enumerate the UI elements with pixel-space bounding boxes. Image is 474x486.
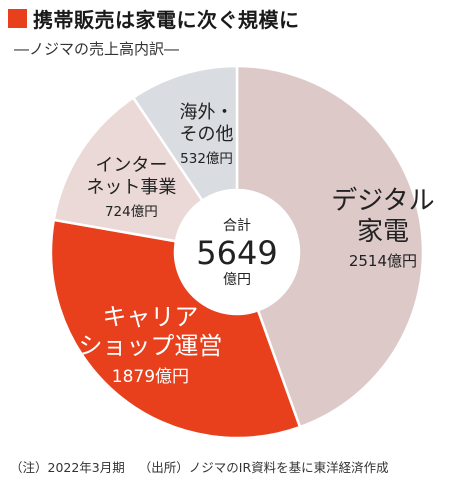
- slice-value-label: 724億円: [105, 204, 158, 220]
- slice-value-label: 532億円: [180, 151, 233, 167]
- pie-slice: [49, 218, 302, 440]
- footnote-source: （出所）ノジマのIR資料を基に東洋経済作成: [138, 460, 389, 475]
- chart-subtitle: ―ノジマの売上高内訳―: [14, 40, 180, 58]
- slice-label: インター: [95, 155, 167, 176]
- title-square-icon: [8, 9, 27, 28]
- pie-slice: [131, 64, 239, 203]
- slice-value-label: 1879億円: [112, 367, 189, 387]
- chart-title: 携帯販売は家電に次ぐ規模に: [33, 8, 300, 32]
- slice-label: キャリア: [102, 303, 198, 331]
- footnote: （注）2022年3月期 （出所）ノジマのIR資料を基に東洋経済作成: [10, 457, 389, 476]
- slice-label: ショップ運営: [78, 332, 222, 360]
- center-total-unit: 億円: [223, 272, 251, 288]
- pie-slice: [52, 95, 205, 243]
- center-total-label: 合計: [223, 218, 251, 234]
- center-total-value: 5649: [196, 234, 277, 272]
- slice-label: 海外・: [180, 102, 234, 123]
- slice-label: 家電: [357, 217, 409, 247]
- slice-label: ネット事業: [86, 177, 176, 198]
- pie-slice: [235, 64, 425, 429]
- slice-value-label: 2514億円: [349, 252, 417, 270]
- slice-label: その他: [180, 124, 234, 145]
- footnote-note: （注）2022年3月期: [10, 460, 125, 475]
- slice-label: デジタル: [331, 186, 434, 216]
- title-row: 携帯販売は家電に次ぐ規模に: [8, 4, 300, 33]
